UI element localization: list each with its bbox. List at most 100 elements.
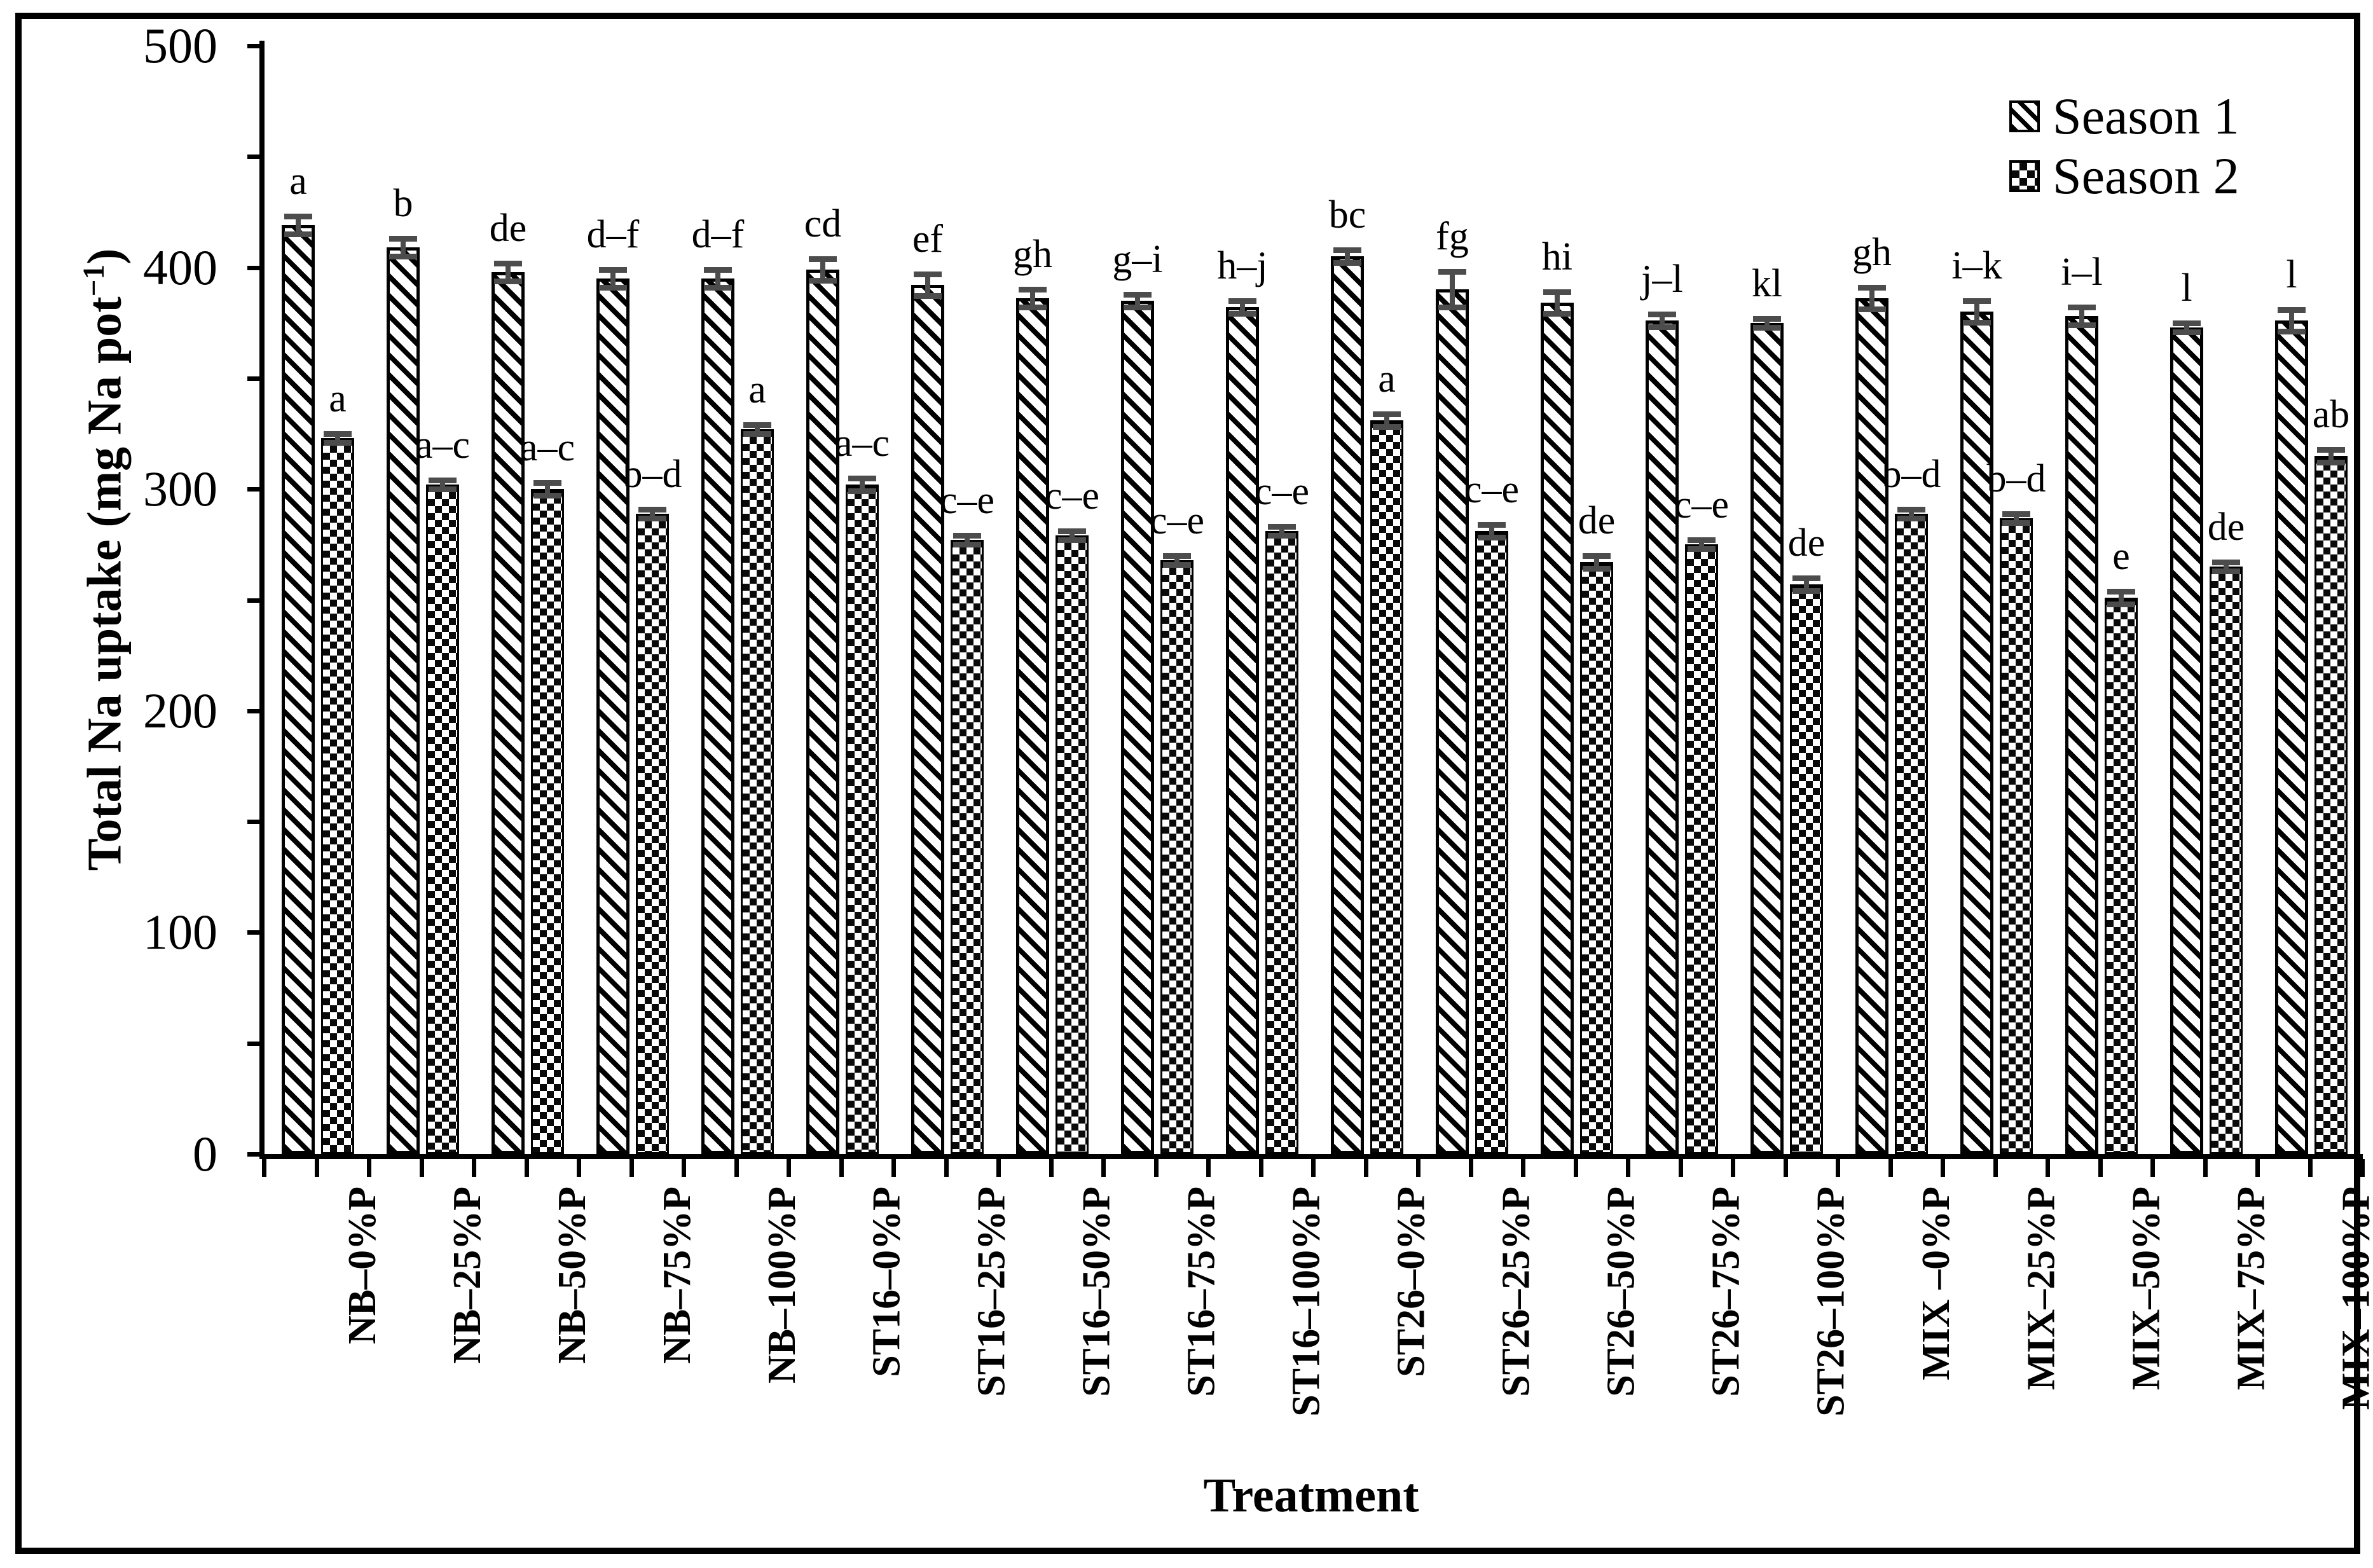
bar-season2-MIX–25%P	[2000, 518, 2033, 1154]
x-category-label-ST16–25%P: ST16–25%P	[970, 1186, 1014, 1397]
significance-letter: de	[1578, 499, 1616, 542]
x-tick	[2098, 1159, 2103, 1177]
significance-letter: gh	[1013, 233, 1052, 276]
bar-season2-ST16–100%P	[1265, 531, 1298, 1154]
error-bar-stem	[1070, 531, 1075, 540]
significance-letter: a–c	[519, 426, 575, 469]
bar-season1-NB–75%P	[596, 279, 629, 1154]
error-bar-cap-bottom	[914, 293, 942, 299]
bar-season2-ST16–75%P	[1160, 560, 1193, 1154]
significance-letter: b–d	[1881, 453, 1941, 496]
error-bar-cap-bottom	[1438, 305, 1466, 310]
x-tick	[1154, 1159, 1159, 1177]
error-bar-cap-bottom	[494, 279, 522, 284]
bar-season2-MIX –0%P	[1895, 514, 1928, 1154]
error-bar-cap-bottom	[1897, 516, 1925, 521]
bar-season2-ST16–25%P	[951, 540, 984, 1154]
x-category-label-MIX–100%P: MIX–100%P	[2334, 1186, 2373, 1410]
error-bar-stem	[1279, 526, 1284, 535]
error-bar-cap-top	[2107, 589, 2135, 595]
x-tick	[367, 1159, 371, 1177]
error-bar-cap-top	[1438, 269, 1466, 275]
error-bar-cap-top	[1124, 292, 1152, 298]
x-category-label-ST26–75%P: ST26–75%P	[1705, 1186, 1748, 1397]
significance-letter: ef	[912, 217, 944, 261]
error-bar-cap-top	[1333, 247, 1361, 253]
error-bar-cap-bottom	[1373, 424, 1401, 430]
error-bar-cap-bottom	[2212, 568, 2240, 574]
legend-label-season2: Season 2	[2053, 147, 2239, 205]
error-bar-cap-bottom	[1268, 533, 1296, 539]
error-bar-stem	[1135, 294, 1140, 307]
error-bar-cap-top	[389, 236, 417, 242]
x-category-label-ST16–100%P: ST16–100%P	[1285, 1186, 1328, 1417]
significance-letter: c–e	[1674, 483, 1730, 526]
error-bar-cap-bottom	[953, 542, 981, 547]
error-bar-cap-bottom	[1792, 588, 1820, 594]
bar-season2-ST16–50%P	[1056, 535, 1089, 1154]
error-bar-cap-bottom	[2107, 602, 2135, 607]
error-bar-cap-bottom	[2278, 329, 2306, 334]
bar-season2-ST16–0%P	[846, 485, 879, 1154]
error-bar-stem	[2014, 514, 2019, 523]
y-tick-50	[247, 1042, 260, 1046]
bar-season2-ST26–50%P	[1580, 562, 1613, 1154]
x-tick	[839, 1159, 844, 1177]
bar-season1-ST16–100%P	[1226, 307, 1259, 1154]
error-bar-cap-top	[599, 267, 627, 273]
error-bar-cap-top	[1858, 285, 1886, 291]
x-tick	[1626, 1159, 1630, 1177]
x-category-label-MIX–50%P: MIX–50%P	[2124, 1186, 2168, 1391]
error-bar-stem	[1699, 540, 1704, 549]
significance-letter: j–l	[1641, 258, 1683, 301]
error-bar-stem	[2184, 323, 2189, 332]
error-bar-stem	[925, 274, 930, 296]
diagonal-hatch-swatch-icon	[2009, 100, 2040, 132]
y-tick-label-500: 500	[143, 18, 217, 73]
error-bar-stem	[820, 259, 825, 280]
error-bar-cap-bottom	[1963, 320, 1991, 326]
error-bar-cap-bottom	[533, 493, 561, 499]
bar-season2-ST26–100%P	[1790, 584, 1823, 1154]
significance-letter: gh	[1852, 231, 1892, 274]
checkerboard-swatch-icon	[2009, 160, 2040, 192]
bar-season1-MIX –0%P	[1855, 298, 1888, 1154]
y-tick-label-200: 200	[143, 683, 217, 738]
y-tick-250	[247, 598, 260, 603]
significance-letter: hi	[1541, 235, 1573, 279]
error-bar-cap-top	[1058, 528, 1086, 534]
error-bar-cap-bottom	[638, 516, 666, 521]
significance-letter: e	[2112, 535, 2130, 578]
error-bar-cap-top	[2068, 305, 2096, 310]
error-bar-cap-bottom	[1333, 260, 1361, 266]
error-bar-cap-top	[2317, 447, 2345, 453]
error-bar-cap-top	[1163, 553, 1191, 559]
bar-season1-ST16–75%P	[1121, 301, 1154, 1154]
error-bar-cap-bottom	[284, 231, 312, 237]
bar-season2-ST26–75%P	[1685, 544, 1718, 1154]
error-bar-stem	[1240, 301, 1245, 313]
error-bar-cap-bottom	[2173, 329, 2201, 335]
significance-letter: a–c	[415, 423, 471, 467]
error-bar-cap-top	[324, 431, 352, 437]
error-bar-stem	[1345, 250, 1350, 263]
significance-letter: l	[2181, 266, 2192, 310]
error-bar-cap-bottom	[429, 486, 457, 492]
significance-letter: c–e	[1044, 474, 1100, 518]
bar-season1-NB–50%P	[492, 272, 525, 1154]
error-bar-cap-bottom	[1753, 325, 1781, 331]
error-bar-cap-bottom	[389, 254, 417, 259]
x-tick	[2046, 1159, 2050, 1177]
x-tick	[734, 1159, 739, 1177]
significance-letter: cd	[804, 202, 842, 245]
error-bar-stem	[1974, 301, 1979, 322]
significance-letter: b–d	[1986, 457, 2046, 500]
error-bar-cap-top	[533, 480, 561, 486]
bar-season1-MIX–100%P	[2275, 320, 2308, 1154]
y-tick-0	[247, 1152, 260, 1157]
significance-letter: c–e	[939, 479, 995, 522]
y-tick-label-300: 300	[143, 461, 217, 516]
error-bar-cap-bottom	[1648, 324, 1676, 330]
y-tick-150	[247, 820, 260, 824]
error-bar-stem	[610, 270, 616, 287]
